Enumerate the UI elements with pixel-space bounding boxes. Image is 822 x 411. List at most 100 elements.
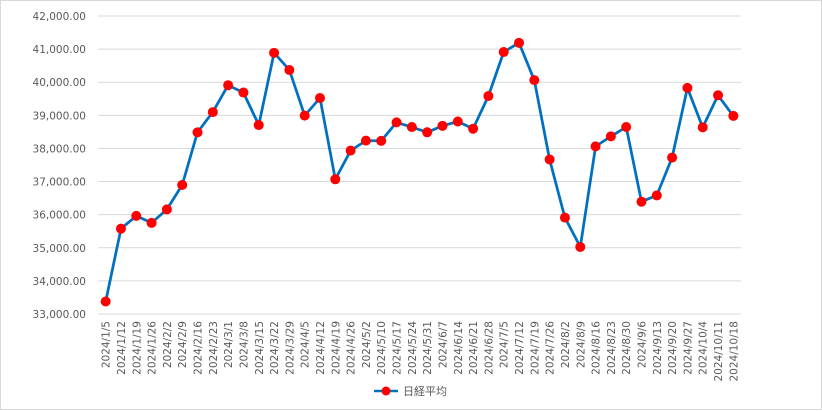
x-tick-label: 2024/9/6 (636, 321, 648, 368)
data-point (100, 296, 111, 307)
y-tick-label: 40,000.00 (33, 77, 86, 89)
x-tick-label: 2024/3/1 (223, 321, 235, 368)
x-tick-label: 2024/5/31 (422, 321, 434, 375)
y-tick-label: 34,000.00 (33, 276, 86, 288)
x-tick-label: 2024/3/8 (238, 321, 250, 368)
gridlines (98, 15, 741, 315)
data-point (192, 127, 203, 138)
x-tick-label: 2024/8/9 (575, 321, 587, 368)
x-axis: 2024/1/5 2024/1/12 2024/1/19 2024/1/26 2024/… (101, 321, 741, 382)
x-tick-label: 2024/4/12 (315, 321, 327, 375)
data-point (514, 37, 525, 48)
y-axis: 33,000.00 34,000.00 35,000.00 36,000.00 37,0… (33, 11, 86, 321)
y-tick-label: 41,000.00 (33, 44, 86, 56)
x-tick-label: 2024/7/19 (529, 321, 541, 375)
y-tick-label: 33,000.00 (33, 309, 86, 321)
data-point (697, 122, 708, 133)
x-tick-label: 2024/8/16 (591, 321, 603, 375)
y-tick-label: 35,000.00 (33, 243, 86, 255)
data-point (468, 123, 479, 134)
data-point (406, 122, 417, 133)
data-point (391, 117, 402, 128)
x-tick-label: 2024/5/17 (392, 321, 404, 375)
x-tick-label: 2024/1/26 (147, 321, 159, 375)
data-point (422, 127, 433, 138)
legend: 日経平均 (374, 385, 447, 398)
data-point (437, 120, 448, 131)
x-tick-label: 2024/4/5 (300, 321, 312, 368)
y-tick-label: 38,000.00 (33, 143, 86, 155)
series-markers (100, 37, 739, 307)
x-tick-label: 2024/6/28 (483, 321, 495, 375)
data-point (115, 223, 126, 234)
data-point (590, 141, 601, 152)
data-point (269, 47, 280, 58)
x-tick-label: 2024/8/30 (621, 321, 633, 375)
data-point (253, 120, 264, 131)
data-point (223, 80, 234, 91)
data-point (376, 135, 387, 146)
x-tick-label: 2024/2/23 (208, 321, 220, 375)
data-point (360, 135, 371, 146)
x-tick-label: 2024/5/24 (407, 321, 419, 375)
data-point (314, 93, 325, 104)
x-tick-label: 2024/10/4 (698, 321, 710, 375)
x-tick-label: 2024/6/7 (437, 321, 449, 368)
x-tick-label: 2024/2/16 (193, 321, 205, 375)
data-point (713, 90, 724, 101)
data-point (299, 110, 310, 121)
data-point (345, 145, 356, 156)
data-point (559, 212, 570, 223)
data-point (146, 217, 157, 228)
x-tick-label: 2024/1/5 (101, 321, 113, 368)
data-point (682, 82, 693, 93)
series-line (104, 41, 735, 302)
x-tick-label: 2024/9/27 (682, 321, 694, 375)
x-tick-label: 2024/10/18 (728, 321, 740, 382)
x-tick-label: 2024/6/14 (453, 321, 465, 375)
data-point (161, 204, 172, 215)
data-point (728, 110, 739, 121)
data-point (667, 152, 678, 163)
series-line-nikkei (104, 41, 735, 302)
x-tick-label: 2024/10/11 (713, 321, 725, 382)
y-tick-label: 42,000.00 (33, 11, 86, 23)
data-point (483, 91, 494, 102)
x-tick-label: 2024/1/12 (116, 321, 128, 375)
data-point (131, 210, 142, 221)
x-tick-label: 2024/1/19 (131, 321, 143, 375)
x-tick-label: 2024/4/19 (330, 321, 342, 375)
x-tick-label: 2024/6/21 (468, 321, 480, 375)
data-point (284, 65, 295, 76)
x-tick-label: 2024/2/2 (162, 321, 174, 368)
x-tick-label: 2024/7/12 (514, 321, 526, 375)
x-tick-label: 2024/2/9 (177, 321, 189, 368)
data-point (330, 174, 341, 185)
x-tick-label: 2024/5/10 (376, 321, 388, 375)
x-tick-label: 2024/3/29 (284, 321, 296, 375)
x-tick-label: 2024/7/5 (499, 321, 511, 368)
x-tick-label: 2024/9/20 (667, 321, 679, 375)
data-point (529, 75, 540, 86)
data-point (575, 241, 586, 252)
x-tick-label: 2024/4/26 (346, 321, 358, 375)
data-point (621, 121, 632, 132)
data-point (452, 116, 463, 127)
x-tick-label: 2024/7/26 (545, 321, 557, 375)
x-tick-label: 2024/8/23 (606, 321, 618, 375)
x-tick-label: 2024/5/2 (361, 321, 373, 368)
data-point (498, 47, 509, 58)
data-point (207, 107, 218, 118)
data-point (177, 179, 188, 190)
data-point (636, 196, 647, 207)
legend-marker-swatch (381, 386, 391, 396)
data-point (544, 154, 555, 165)
x-tick-label: 2024/3/15 (254, 321, 266, 375)
y-tick-label: 37,000.00 (33, 177, 86, 189)
x-tick-label: 2024/9/13 (652, 321, 664, 375)
y-tick-label: 39,000.00 (33, 110, 86, 122)
x-tick-label: 2024/3/22 (269, 321, 281, 375)
y-tick-label: 36,000.00 (33, 210, 86, 222)
